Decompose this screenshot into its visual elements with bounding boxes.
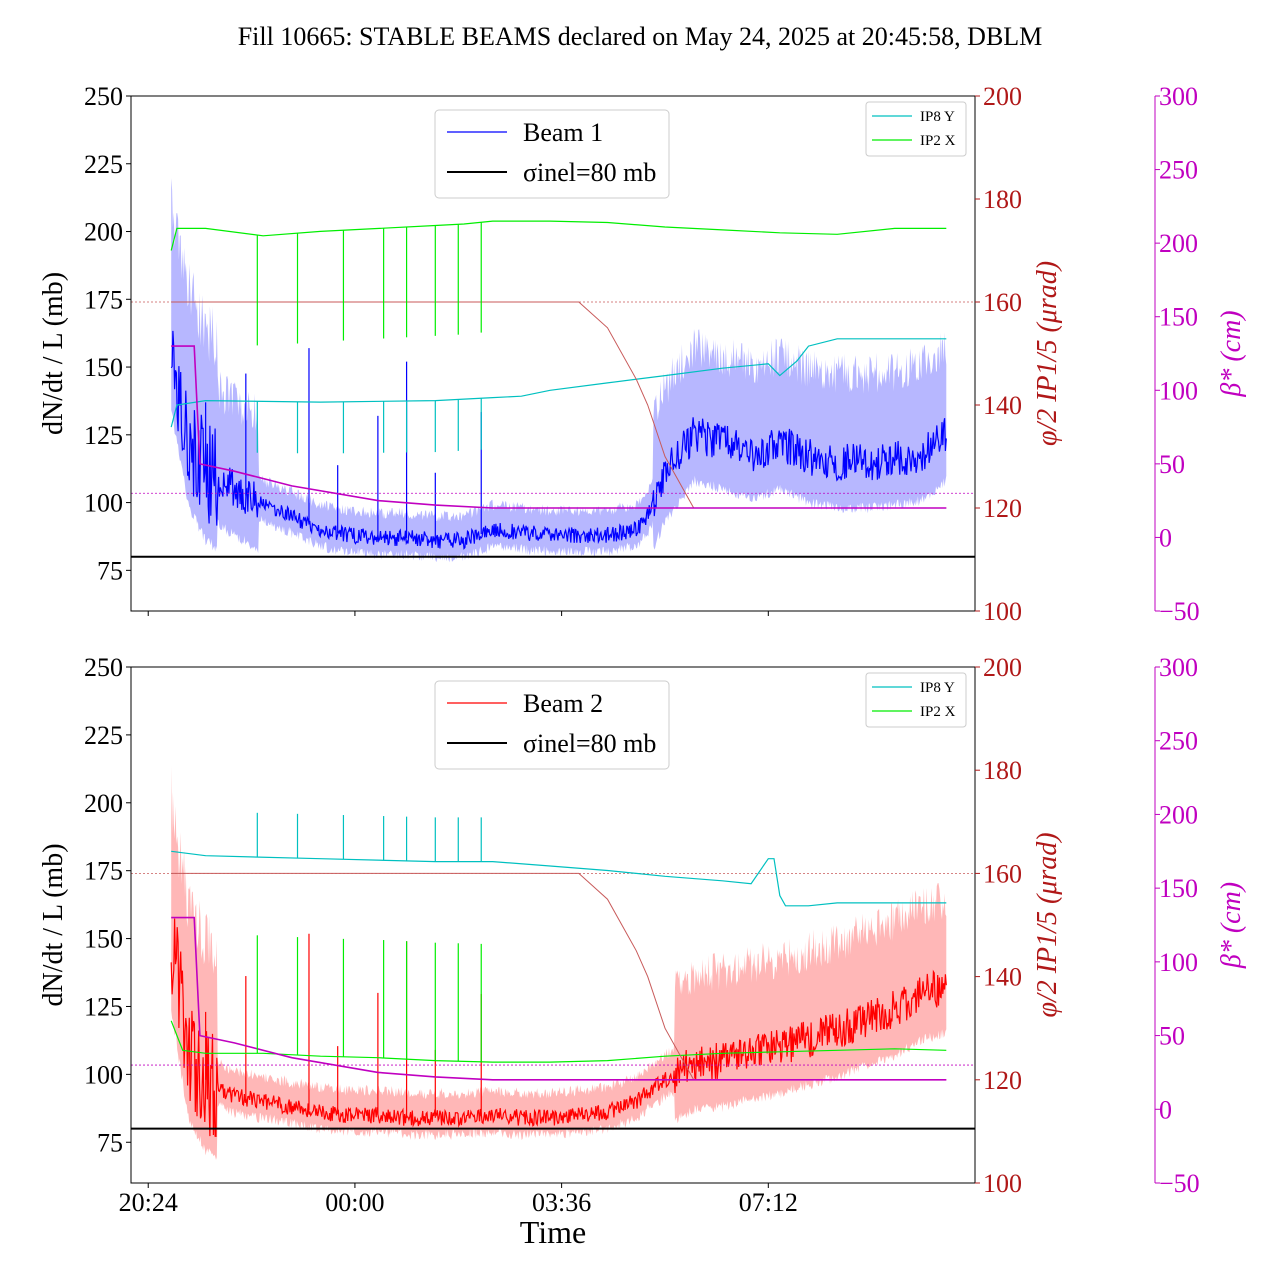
- left-axis-tick-label: 200: [84, 789, 123, 818]
- beta-star-line: [171, 916, 947, 1081]
- left-axis-label: dN/dt / L (mb): [38, 272, 69, 435]
- beta-axis-tick-label: −50: [1159, 1169, 1200, 1198]
- x-axis-label: Time: [520, 1214, 586, 1250]
- main-legend-label: Beam 1: [523, 118, 603, 147]
- small-legend-label: IP2 X: [920, 704, 956, 720]
- left-axis-tick-label: 250: [84, 82, 123, 111]
- beam1-line: [170, 330, 947, 550]
- beta-axis-tick-label: 300: [1159, 82, 1198, 111]
- left-axis-tick-label: 150: [84, 925, 123, 954]
- beta-star-line: [171, 345, 947, 509]
- plot-frame: [130, 666, 976, 1184]
- right-axis-tick-label: 100: [983, 1169, 1022, 1198]
- beta-axis-tick-label: 250: [1159, 156, 1198, 185]
- beta-axis-tick-label: 50: [1159, 450, 1185, 479]
- main-legend-label: σinel=80 mb: [523, 158, 656, 187]
- left-axis-tick-label: 175: [84, 857, 123, 886]
- figure-title: Fill 10665: STABLE BEAMS declared on May…: [238, 22, 1043, 51]
- left-axis-tick-label: 150: [84, 353, 123, 382]
- beta-axis-tick-label: 100: [1159, 948, 1198, 977]
- plot-area: [131, 178, 975, 563]
- right-axis-tick-label: 180: [983, 185, 1022, 214]
- ip8-y-line: [171, 850, 947, 907]
- panel-top: 75 100 125 150 175 200 225 250 100 120 140 160 180 20…: [38, 82, 1247, 626]
- panel-bottom: 75 100 125 150 175 200 225 250 100 120 140 160 180 20…: [38, 653, 1247, 1250]
- beam-uncertainty-band: [171, 766, 947, 1160]
- beta-axis-tick-label: −50: [1159, 597, 1200, 626]
- right-axis-tick-label: 200: [983, 653, 1022, 682]
- crossing-angle-line: [171, 872, 947, 1081]
- beta-axis-tick-label: 300: [1159, 653, 1198, 682]
- small-legend-label: IP2 X: [920, 133, 956, 149]
- crossing-angle-axis-label: φ/2 IP1/5 (μrad): [1032, 261, 1063, 446]
- right-axis-tick-label: 160: [983, 288, 1022, 317]
- beta-axis-tick-label: 100: [1159, 376, 1198, 405]
- left-axis-tick-label: 175: [84, 285, 123, 314]
- x-axis-tick-label: 07:12: [739, 1188, 798, 1217]
- crossing-angle-line: [171, 301, 947, 509]
- left-axis-tick-label: 125: [84, 992, 123, 1021]
- left-axis-tick-label: 100: [84, 489, 123, 518]
- right-axis-tick-label: 120: [983, 494, 1022, 523]
- right-axis-tick-label: 160: [983, 859, 1022, 888]
- left-axis-tick-label: 225: [84, 721, 123, 750]
- beta-axis-label: β* (cm): [1216, 310, 1247, 397]
- plot-frame: [130, 95, 976, 612]
- beta-axis-tick-label: 50: [1159, 1022, 1185, 1051]
- right-axis-tick-label: 140: [983, 391, 1022, 420]
- left-axis-tick-label: 250: [84, 653, 123, 682]
- main-legend-label: σinel=80 mb: [523, 729, 656, 758]
- right-axis-tick-label: 100: [983, 597, 1022, 626]
- right-axis-tick-label: 120: [983, 1066, 1022, 1095]
- x-axis-tick-label: 03:36: [532, 1188, 591, 1217]
- left-axis-tick-label: 75: [97, 556, 123, 585]
- left-axis-tick-label: 200: [84, 218, 123, 247]
- right-axis-tick-label: 140: [983, 963, 1022, 992]
- ip2-x-line: [170, 220, 947, 251]
- main-legend-label: Beam 2: [523, 689, 603, 718]
- left-axis-label: dN/dt / L (mb): [38, 843, 69, 1006]
- left-axis-tick-label: 125: [84, 421, 123, 450]
- beam2-line: [170, 918, 947, 1137]
- crossing-angle-axis-label: φ/2 IP1/5 (μrad): [1032, 832, 1063, 1017]
- plot-area: [131, 766, 975, 1160]
- beta-axis-tick-label: 0: [1159, 523, 1172, 552]
- small-legend-label: IP8 Y: [920, 109, 955, 125]
- beam-uncertainty-band: [171, 178, 947, 563]
- beta-axis-tick-label: 200: [1159, 800, 1198, 829]
- right-axis-tick-label: 200: [983, 82, 1022, 111]
- x-axis-tick-label: 20:24: [119, 1188, 178, 1217]
- small-legend-label: IP8 Y: [920, 680, 955, 696]
- ip2-x-line: [170, 1020, 947, 1063]
- left-axis-tick-label: 100: [84, 1060, 123, 1089]
- right-axis-tick-label: 180: [983, 756, 1022, 785]
- beta-axis-tick-label: 150: [1159, 874, 1198, 903]
- left-axis-tick-label: 75: [97, 1128, 123, 1157]
- beta-axis-tick-label: 150: [1159, 303, 1198, 332]
- beta-axis-tick-label: 200: [1159, 229, 1198, 258]
- left-axis-tick-label: 225: [84, 150, 123, 179]
- beta-axis-tick-label: 250: [1159, 727, 1198, 756]
- beta-axis-tick-label: 0: [1159, 1095, 1172, 1124]
- beta-axis-label: β* (cm): [1216, 882, 1247, 969]
- x-axis-tick-label: 00:00: [325, 1188, 384, 1217]
